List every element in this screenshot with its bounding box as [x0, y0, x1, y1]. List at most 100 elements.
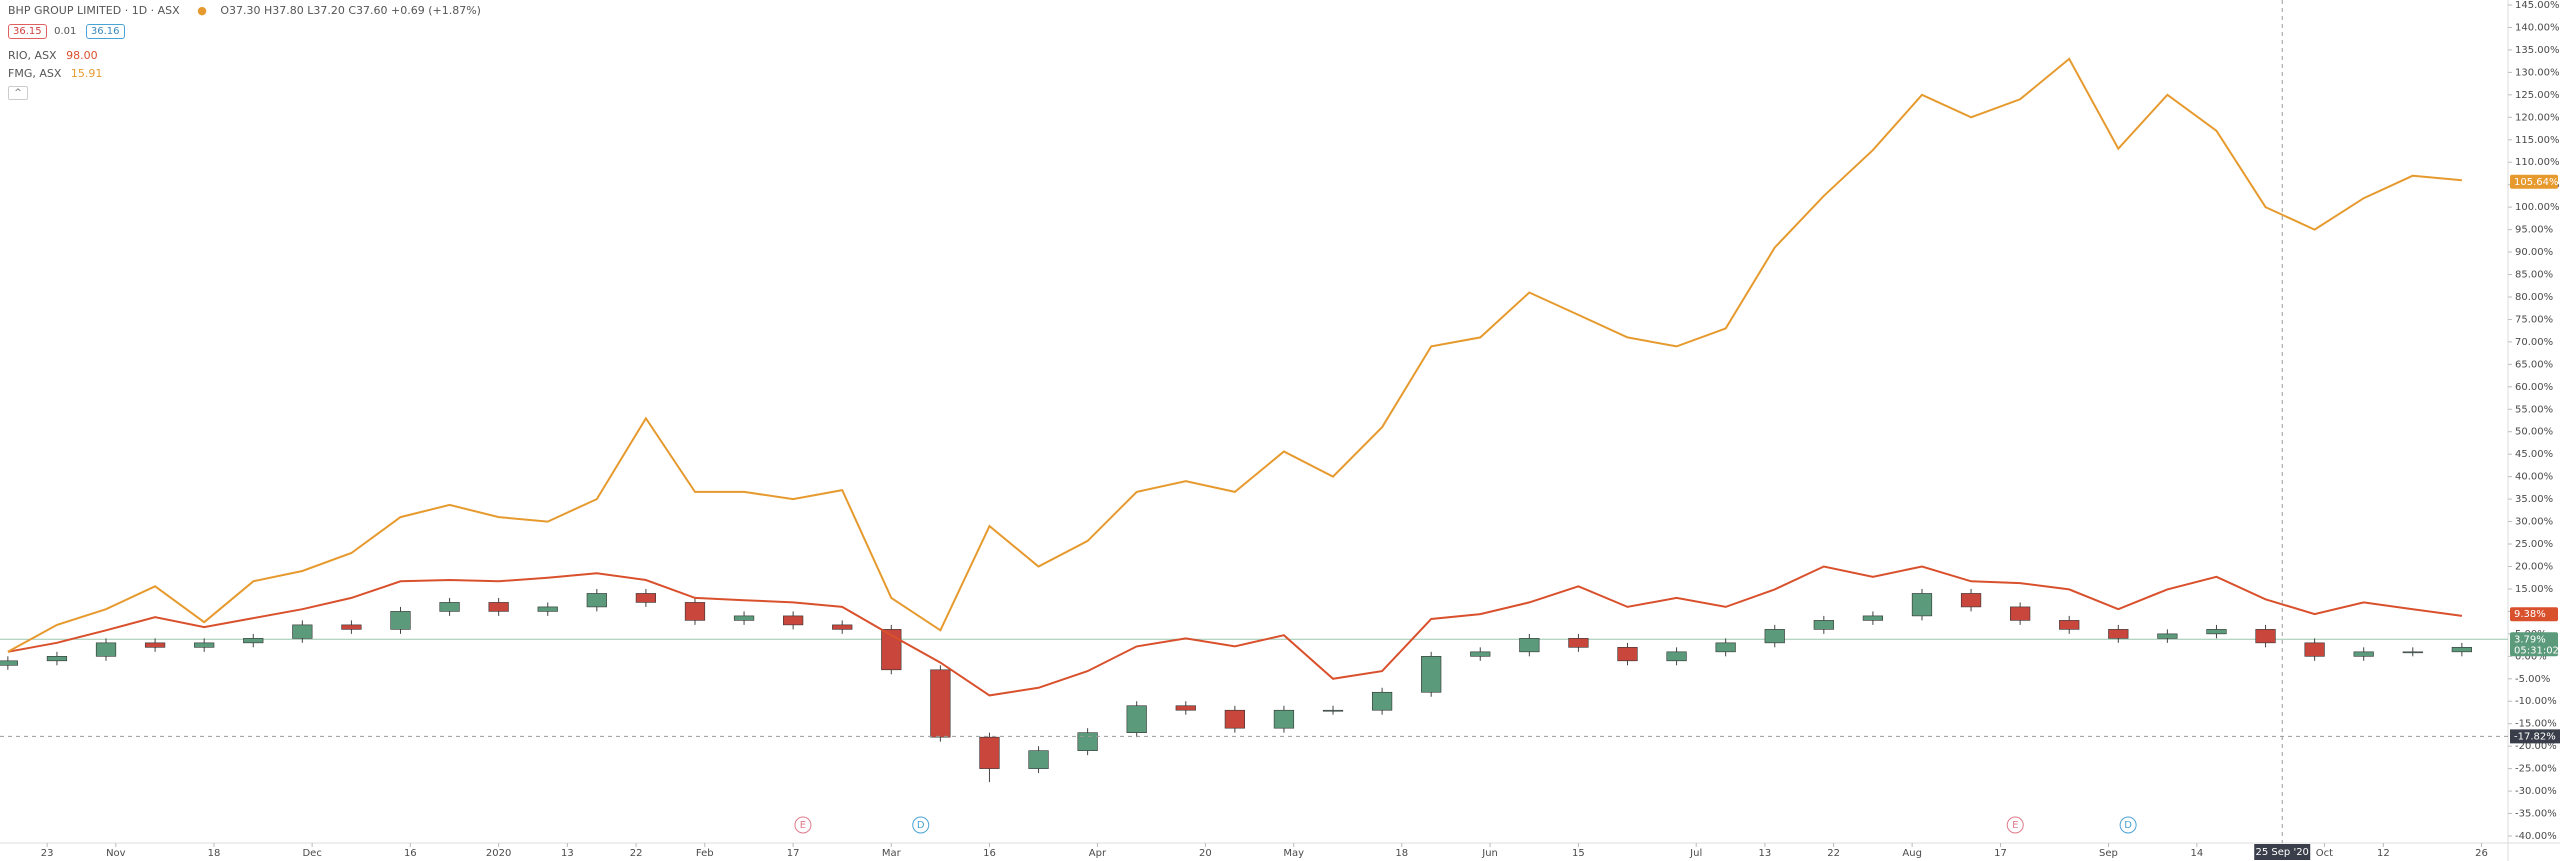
y-tick-label: 50.00% [2515, 427, 2553, 438]
value-tag [2510, 607, 2558, 622]
x-tick-label: May [1283, 848, 1304, 859]
candle-body [2402, 651, 2423, 654]
y-tick-label: 85.00% [2515, 270, 2553, 281]
y-tick-label: 70.00% [2515, 337, 2553, 348]
legend-main: BHP GROUP LIMITED · 1D · ASX ● O37.30 H3… [8, 4, 481, 17]
candle-body [390, 611, 411, 630]
candle-body [1371, 691, 1393, 711]
candle-body [684, 602, 706, 621]
x-tick-label: 13 [1759, 848, 1772, 859]
y-tick-label: 145.00% [2515, 0, 2560, 11]
series-line [7, 57, 2462, 653]
y-tick-label: 130.00% [2515, 67, 2560, 78]
y-tick-label: 100.00% [2515, 202, 2560, 213]
candle-body [537, 606, 558, 612]
candle-body [46, 656, 68, 662]
candle-body [2010, 606, 2031, 621]
candle-body [586, 593, 607, 608]
y-tick-label: -40.00% [2515, 831, 2557, 842]
legend-name: FMG, ASX [8, 67, 62, 80]
candle-body [635, 593, 657, 603]
candle-body [2108, 629, 2129, 639]
event-label: D [917, 820, 925, 831]
candle-body [930, 669, 951, 738]
y-tick-label: 25.00% [2515, 539, 2553, 550]
y-tick-label: 90.00% [2515, 247, 2553, 258]
candle-body [1911, 593, 1933, 617]
candle-body [783, 615, 804, 626]
x-tick-label: 13 [561, 848, 574, 859]
crosshair-x-label: 25 Sep '20 [2256, 847, 2309, 858]
legend-price: 15.91 [70, 67, 103, 80]
candle-body [95, 642, 117, 657]
countdown: 05:31:02 [2514, 645, 2559, 656]
candle-body [1273, 709, 1295, 729]
legend-price: 98.00 [66, 49, 98, 62]
y-tick-label: -25.00% [2515, 764, 2557, 775]
value-tag [2510, 174, 2558, 189]
collapse-button[interactable]: ^ [8, 86, 28, 100]
candle-body [1175, 705, 1196, 711]
candle-body [488, 602, 509, 612]
candle-body [1666, 651, 1687, 662]
y-tick-label: 55.00% [2515, 404, 2553, 415]
legend-name: RIO, ASX [8, 49, 57, 62]
x-tick-label: Mar [882, 848, 902, 859]
ohlc: O37.30 H37.80 L37.20 C37.60 +0.69 (+1.87… [220, 4, 481, 17]
status-dot: ● [197, 4, 207, 17]
x-tick-label: 20 [1199, 848, 1212, 859]
x-tick-label: 15 [1572, 848, 1585, 859]
x-tick-label: 18 [1395, 848, 1408, 859]
x-tick-label: 22 [1827, 848, 1840, 859]
x-tick-label: 17 [787, 848, 800, 859]
y-tick-label: 0.00% [2515, 651, 2547, 662]
quote-pills: 36.15 0.01 36.16 [8, 24, 129, 39]
y-tick-label: 15.00% [2515, 584, 2553, 595]
y-tick-label: 65.00% [2515, 359, 2553, 370]
candle-body [1764, 629, 1785, 644]
y-tick-label: 40.00% [2515, 472, 2553, 483]
bid[interactable]: 36.15 [8, 24, 47, 39]
y-tick-label: 125.00% [2515, 90, 2560, 101]
event-marker [912, 816, 930, 834]
x-tick-label: Aug [1902, 848, 1922, 859]
x-tick-label: 14 [2190, 848, 2203, 859]
candle-body [733, 615, 755, 621]
series-line [7, 565, 2463, 697]
x-tick-label: 17 [1994, 848, 2007, 859]
candle-body [881, 629, 902, 671]
y-tick-label: -30.00% [2515, 786, 2557, 797]
y-tick-label: 5.00% [2515, 629, 2547, 640]
y-tick-label: 95.00% [2515, 225, 2553, 236]
x-tick-label: 2020 [486, 848, 511, 859]
crosshair-y-tag [2510, 729, 2560, 744]
event-label: D [2124, 820, 2132, 831]
value-tag-label: 3.79% [2514, 634, 2546, 645]
legend-rio: RIO, ASX 98.00 [8, 49, 98, 62]
candle-body [1862, 615, 1884, 621]
candle-body [1568, 638, 1589, 648]
x-tick-label: Apr [1089, 848, 1107, 859]
candle-body [1960, 593, 1982, 608]
x-tick-label: 26 [2475, 848, 2488, 859]
y-tick-label: -20.00% [2515, 741, 2557, 752]
x-tick-label: 18 [208, 848, 221, 859]
y-tick-label: 80.00% [2515, 292, 2553, 303]
ask[interactable]: 36.16 [85, 24, 125, 39]
candle-body [1470, 651, 1491, 657]
candle-body [1322, 709, 1344, 712]
candle-body [439, 602, 460, 612]
candle-body [341, 624, 362, 630]
event-marker [794, 816, 812, 834]
candle-body [1077, 732, 1098, 751]
y-tick-label: 115.00% [2515, 135, 2560, 146]
candle-body [2451, 647, 2472, 653]
x-tick-label: 23 [41, 848, 54, 859]
x-tick-label: Dec [302, 848, 321, 859]
candle-body [979, 736, 1000, 769]
candle-body [2059, 620, 2080, 630]
candle-body [2353, 651, 2374, 657]
candle-body [1715, 642, 1736, 653]
y-tick-label: 60.00% [2515, 382, 2553, 393]
